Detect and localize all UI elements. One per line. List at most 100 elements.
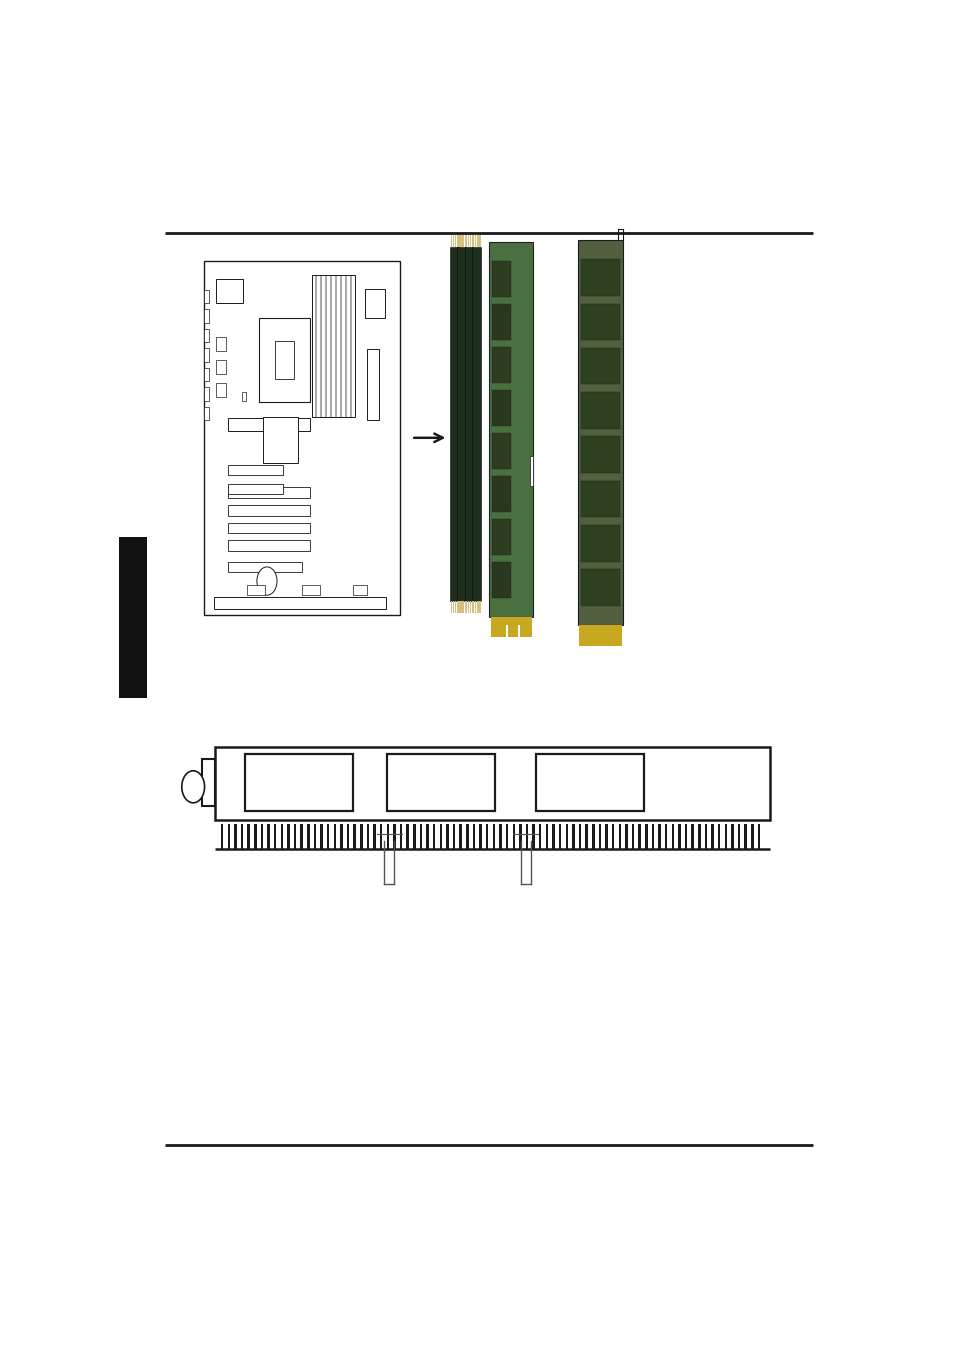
Bar <box>529 455 533 485</box>
Bar <box>478 824 481 848</box>
Bar <box>245 754 353 811</box>
Bar <box>624 824 627 848</box>
Bar <box>350 276 352 416</box>
Bar <box>604 824 607 848</box>
Bar <box>498 824 501 848</box>
Bar <box>470 235 471 247</box>
Bar <box>228 505 310 516</box>
Bar <box>453 824 455 848</box>
Bar <box>464 601 465 613</box>
Bar <box>365 289 384 317</box>
Bar <box>228 540 310 551</box>
Bar <box>399 824 402 848</box>
Bar <box>413 824 416 848</box>
Bar <box>204 388 209 401</box>
Bar <box>406 824 409 848</box>
Bar <box>274 824 276 848</box>
Bar <box>730 824 733 848</box>
Bar <box>580 259 619 296</box>
Bar <box>750 824 753 848</box>
Bar <box>221 824 223 848</box>
Bar <box>228 419 310 431</box>
Bar <box>558 824 560 848</box>
Bar <box>228 465 282 476</box>
Circle shape <box>182 771 204 802</box>
Bar <box>718 824 720 848</box>
Bar <box>327 824 329 848</box>
Bar <box>302 585 319 596</box>
Bar <box>467 235 469 247</box>
Bar <box>240 824 243 848</box>
Bar <box>456 235 458 247</box>
Bar <box>518 824 521 848</box>
Bar <box>465 601 467 613</box>
Bar <box>473 235 474 247</box>
Bar <box>538 824 541 848</box>
Bar <box>456 601 458 613</box>
Bar <box>472 247 480 601</box>
Bar <box>488 242 533 616</box>
Bar <box>658 824 660 848</box>
Bar <box>472 235 473 247</box>
Bar <box>359 824 362 848</box>
Bar <box>757 824 760 848</box>
Bar <box>314 824 315 848</box>
Bar <box>492 434 510 469</box>
Bar <box>204 367 209 381</box>
Bar <box>580 569 619 605</box>
Bar <box>618 824 620 848</box>
Bar <box>373 824 375 848</box>
Bar <box>490 616 531 638</box>
Bar <box>320 824 322 848</box>
Bar <box>664 824 667 848</box>
Bar <box>545 824 548 848</box>
Bar <box>455 601 456 613</box>
Bar <box>644 824 647 848</box>
Bar <box>275 342 294 378</box>
Bar <box>472 601 473 613</box>
Bar <box>204 309 209 323</box>
Bar <box>580 392 619 428</box>
Bar <box>215 336 226 351</box>
Bar <box>711 824 713 848</box>
Bar <box>451 235 452 247</box>
Bar <box>466 824 468 848</box>
Bar <box>287 824 290 848</box>
Bar <box>512 824 515 848</box>
Bar <box>476 235 478 247</box>
Bar <box>704 824 706 848</box>
Bar <box>260 824 263 848</box>
Bar <box>379 824 382 848</box>
Bar <box>294 824 296 848</box>
Bar <box>580 304 619 340</box>
Bar <box>505 626 508 638</box>
Bar <box>580 349 619 385</box>
Bar <box>228 488 310 499</box>
Bar <box>470 601 471 613</box>
Bar <box>449 247 458 601</box>
Bar <box>353 824 355 848</box>
Bar <box>671 824 674 848</box>
Bar <box>464 235 465 247</box>
Bar <box>684 824 686 848</box>
Bar <box>473 601 474 613</box>
Bar <box>475 601 476 613</box>
Bar <box>478 235 480 247</box>
Bar <box>492 390 510 426</box>
Bar <box>572 824 574 848</box>
Bar <box>330 276 332 416</box>
Bar <box>453 601 454 613</box>
Bar <box>215 359 226 374</box>
Bar <box>691 824 693 848</box>
Bar <box>247 824 250 848</box>
Bar <box>475 235 476 247</box>
Bar <box>253 824 256 848</box>
Bar <box>228 523 310 534</box>
Bar <box>457 235 459 247</box>
Bar <box>367 350 378 420</box>
Bar <box>345 276 347 416</box>
Bar <box>737 824 740 848</box>
Bar <box>204 349 209 362</box>
Bar <box>319 276 321 416</box>
Bar <box>525 824 528 848</box>
